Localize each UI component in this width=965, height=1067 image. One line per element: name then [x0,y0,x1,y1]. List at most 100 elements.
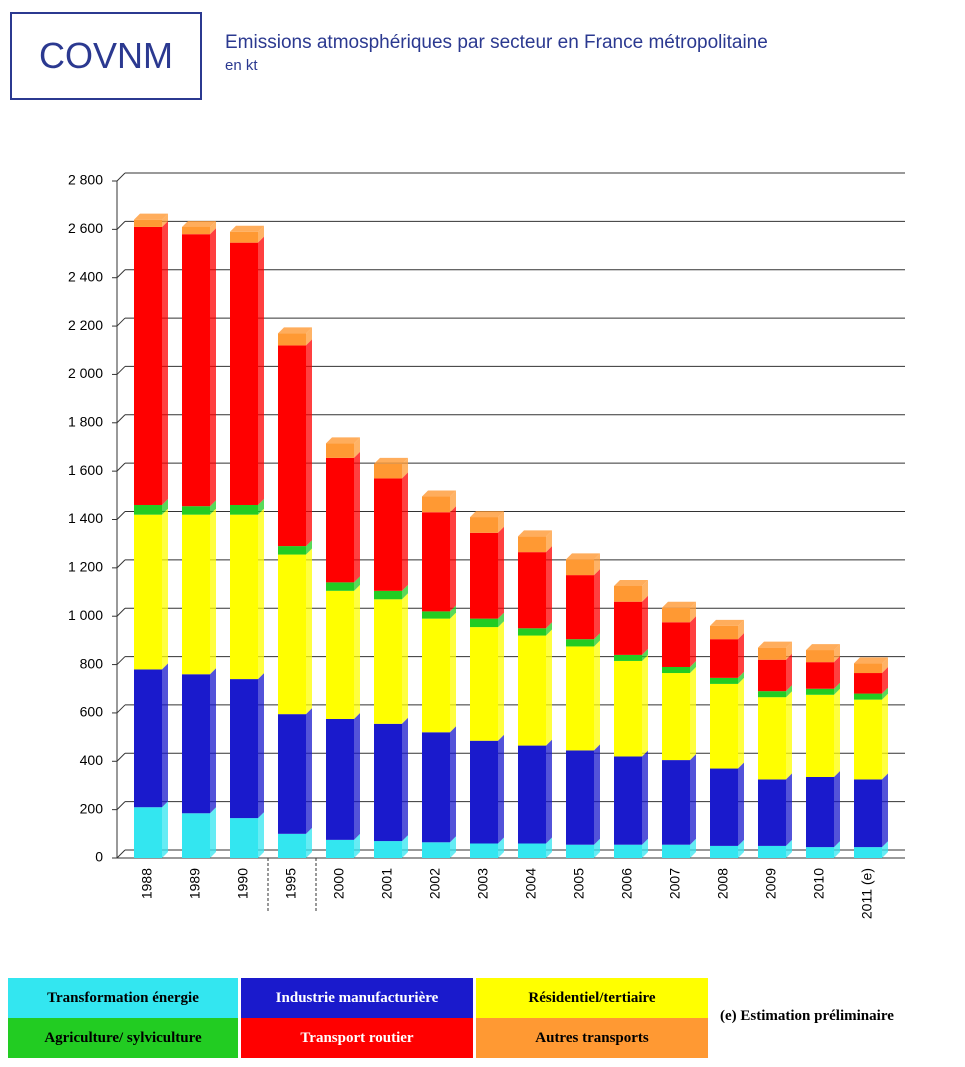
bar-side [594,569,600,640]
bar-side [258,508,264,680]
bar-segment [566,844,594,858]
bar-side [882,841,888,858]
bar-top [374,457,408,464]
bar-side [498,612,504,628]
chart: 0 200 400 600 800 1 000 1 200 1 400 1 600 1 800 2 … [68,172,905,919]
bar-side [738,619,744,640]
chart-subtitle: en kt [225,57,258,74]
bar-top [134,213,168,220]
bar-side [306,339,312,547]
bar-side [786,691,792,780]
legend-entry: Agriculture/ sylviculture [8,1018,238,1058]
bar-segment [422,618,450,733]
bar-segment [566,575,594,640]
bar-segment [710,845,738,858]
bar-segment [854,663,882,674]
bar-side [402,457,408,479]
bar-side [690,601,696,623]
grid-depth [116,366,126,375]
grid-depth [116,462,126,472]
bar-side [162,663,168,808]
bar-side [642,595,648,655]
bar-top [758,641,792,648]
bar-segment [614,601,642,655]
bar-segment [278,333,306,346]
bar-side [546,629,552,746]
bar-segment [134,807,162,858]
bar-segment [518,635,546,746]
bar-segment [182,813,210,858]
bar-segment [662,760,690,845]
bar-segment [614,660,642,757]
bar-side [498,511,504,533]
bar-top [566,553,600,560]
bar-segment [326,839,354,858]
bar-segment [710,683,738,769]
bar-segment [470,517,498,533]
grid-depth [116,656,126,665]
bar-segment [566,646,594,751]
bar-side [210,508,216,675]
bar-segment [374,463,402,479]
bar-segment [470,618,498,628]
x-tick-label: 1990 [235,868,251,899]
bar-segment [182,674,210,814]
bar-side [402,835,408,858]
bar-side [258,236,264,505]
bar-side [882,773,888,848]
bar-side [834,656,840,689]
bar-top [278,327,312,334]
bar-segment [326,582,354,591]
bar-segment [854,847,882,858]
bar-side [690,667,696,761]
bar-side [882,667,888,694]
bar-side [882,687,888,700]
bar-side [546,530,552,553]
bar-segment [806,688,834,695]
bar-segment [470,532,498,619]
bar-segment [710,639,738,678]
bar-segment [230,231,258,243]
bar-segment [518,628,546,636]
grid-depth [116,511,126,520]
bar-side [354,584,360,719]
bar-top [662,601,696,608]
x-tick-label: 2006 [619,868,635,899]
bar-segment [710,677,738,684]
bar-segment [806,694,834,778]
y-tick-label: 400 [80,752,104,768]
x-tick-label: 1995 [283,868,299,899]
bar-segment [470,627,498,741]
bar-segment [518,745,546,844]
grid-depth [116,704,126,714]
bar-top [710,619,744,626]
y-tick-label: 0 [95,849,103,865]
bar-side [162,220,168,505]
bar-side [210,807,216,858]
bar-segment [518,536,546,553]
bar-segment [230,514,258,680]
bar-segment [134,219,162,227]
bar-segment [278,833,306,858]
bar-segment [854,673,882,694]
bar-side [690,838,696,858]
legend-entry: Transformation énergie [8,978,238,1018]
bar-side [258,673,264,819]
bar-side [450,612,456,733]
bar-segment [470,843,498,858]
grid-depth [116,801,126,810]
bar-segment [134,226,162,505]
bar-segment [566,639,594,647]
bar-segment [230,679,258,819]
bar-side [834,688,840,778]
bar-side [786,685,792,698]
grid-depth [116,221,126,230]
bar-side [594,744,600,845]
bar-side [546,739,552,844]
bar-segment [662,666,690,674]
y-tick-label: 600 [80,704,104,720]
legend-entry: Industrie manufacturière [241,978,473,1018]
bar-segment [422,496,450,513]
bar-side [402,593,408,724]
bar-top [422,490,456,497]
